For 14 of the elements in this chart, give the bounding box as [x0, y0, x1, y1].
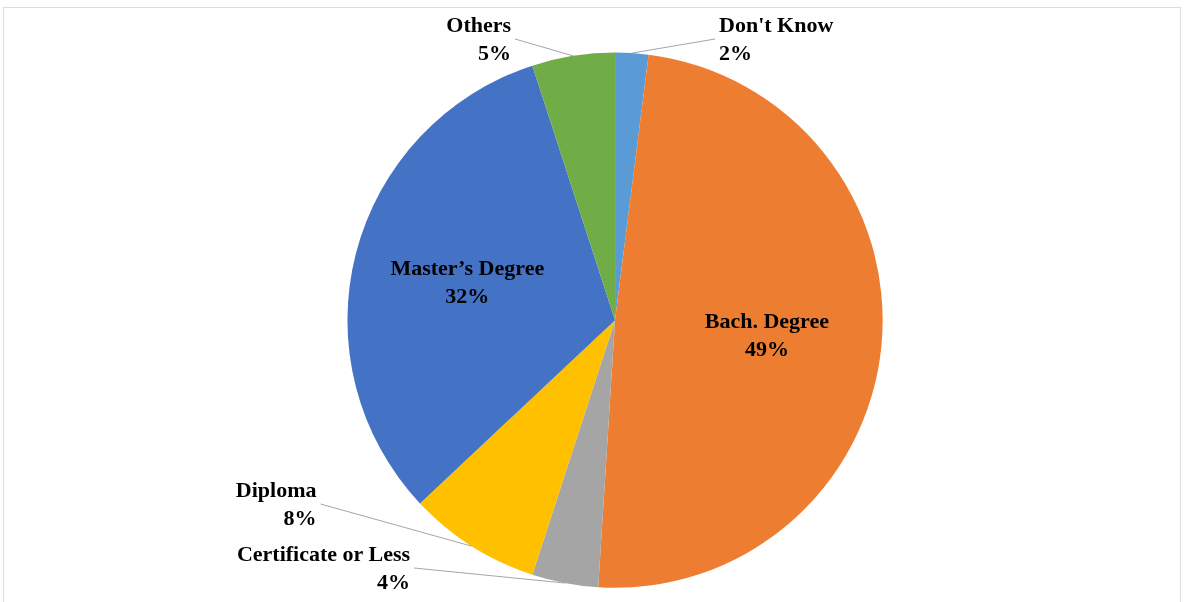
- slice-label: Diploma: [235, 477, 317, 502]
- slice-label: Certificate or Less: [236, 541, 411, 566]
- data-label: 4%: [377, 569, 411, 594]
- data-label: 49%: [744, 335, 789, 361]
- data-label: 2%: [719, 40, 753, 65]
- pie-slice: [419, 320, 616, 575]
- slice-label: Others: [446, 12, 512, 37]
- slice-label: Bach. Degree: [704, 307, 830, 333]
- data-label: 8%: [283, 505, 317, 530]
- slice-label: Master’s Degree: [390, 255, 545, 281]
- pie-slice: [347, 65, 616, 504]
- slice-label: Don't Know: [719, 12, 834, 37]
- data-label: 5%: [478, 40, 512, 65]
- data-label: 32%: [445, 283, 490, 309]
